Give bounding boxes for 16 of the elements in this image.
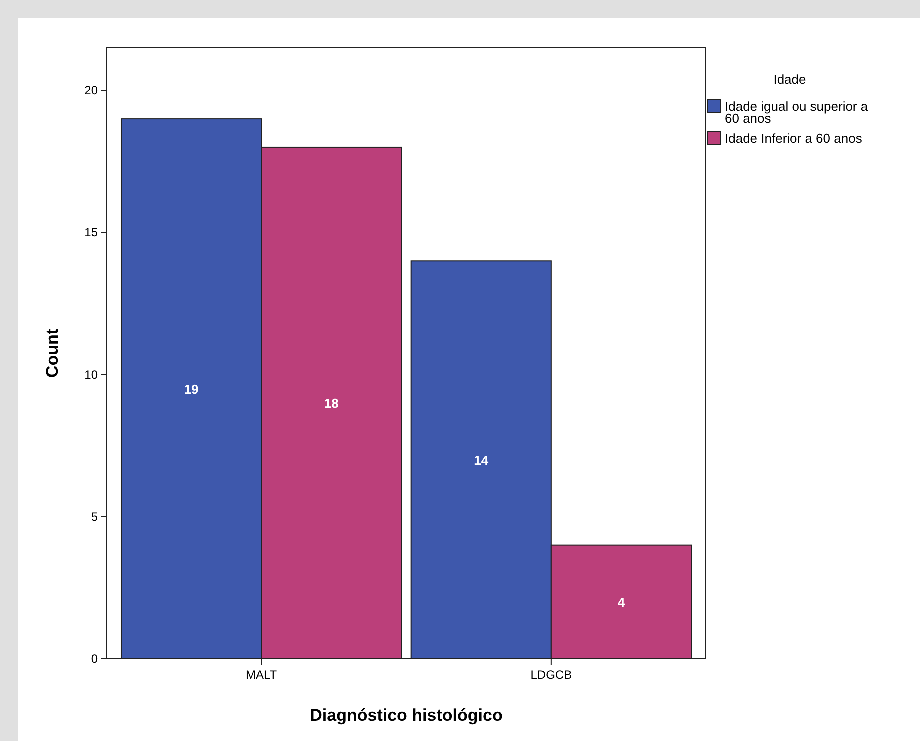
y-tick-label: 15 bbox=[84, 226, 98, 240]
y-tick-label: 5 bbox=[91, 510, 98, 524]
x-tick-label: LDGCB bbox=[530, 668, 572, 682]
y-tick-label: 10 bbox=[84, 368, 98, 382]
y-tick-label: 20 bbox=[84, 84, 98, 98]
x-axis-title: Diagnóstico histológico bbox=[310, 706, 503, 725]
y-tick-label: 0 bbox=[91, 652, 98, 666]
data-label: 4 bbox=[618, 595, 626, 610]
x-tick-label: MALT bbox=[246, 668, 278, 682]
legend-title: Idade bbox=[774, 72, 806, 87]
legend-label: Idade Inferior a 60 anos bbox=[725, 131, 863, 146]
data-label: 19 bbox=[184, 382, 199, 398]
y-axis-title: Count bbox=[43, 328, 62, 378]
data-label: 18 bbox=[324, 396, 339, 412]
data-label: 14 bbox=[474, 453, 490, 468]
legend-label: Idade igual ou superior a 60 anos bbox=[725, 99, 869, 126]
